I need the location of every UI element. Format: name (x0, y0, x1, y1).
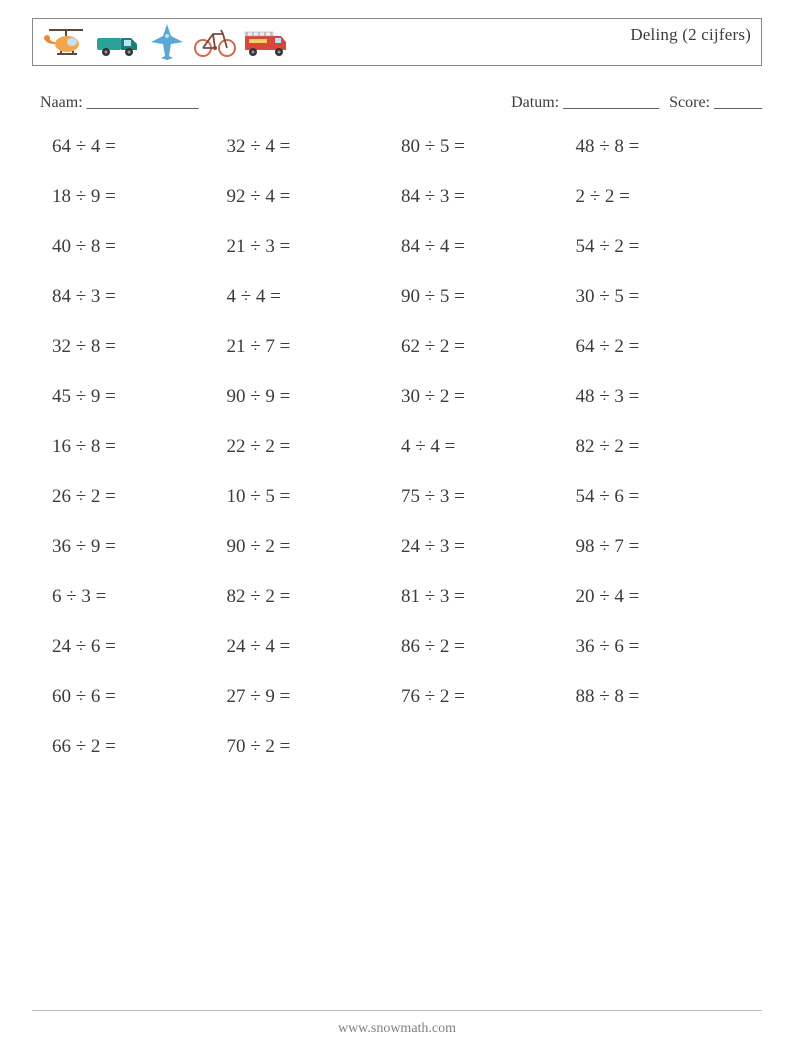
worksheet-title: Deling (2 cijfers) (630, 25, 751, 45)
bicycle-icon (193, 24, 237, 60)
problem: 54 ÷ 2 = (572, 236, 747, 258)
problem: 98 ÷ 7 = (572, 536, 747, 558)
problem: 84 ÷ 3 = (397, 186, 572, 208)
helicopter-icon (43, 24, 89, 60)
problem: 24 ÷ 4 = (223, 636, 398, 658)
problem: 36 ÷ 6 = (572, 636, 747, 658)
problem: 20 ÷ 4 = (572, 586, 747, 608)
problem: 27 ÷ 9 = (223, 686, 398, 708)
meta-row: Naam: ______________ Datum: ____________… (40, 94, 762, 112)
problem: 4 ÷ 4 = (223, 286, 398, 308)
problem: 45 ÷ 9 = (48, 386, 223, 408)
problem: 92 ÷ 4 = (223, 186, 398, 208)
footer-divider (32, 1010, 762, 1011)
name-field: Naam: ______________ (40, 94, 199, 112)
problem: 4 ÷ 4 = (397, 436, 572, 458)
fire-engine-icon (243, 24, 289, 60)
vehicle-icons (43, 23, 289, 61)
problem: 16 ÷ 8 = (48, 436, 223, 458)
problem: 32 ÷ 8 = (48, 336, 223, 358)
problem: 30 ÷ 5 = (572, 286, 747, 308)
problem: 30 ÷ 2 = (397, 386, 572, 408)
truck-icon (95, 24, 141, 60)
problem: 6 ÷ 3 = (48, 586, 223, 608)
problem: 36 ÷ 9 = (48, 536, 223, 558)
problem: 90 ÷ 9 = (223, 386, 398, 408)
problem: 90 ÷ 2 = (223, 536, 398, 558)
problem: 81 ÷ 3 = (397, 586, 572, 608)
problem: 10 ÷ 5 = (223, 486, 398, 508)
problems-grid: 64 ÷ 4 =32 ÷ 4 =80 ÷ 5 =48 ÷ 8 = 18 ÷ 9 =… (48, 136, 746, 758)
problem: 80 ÷ 5 = (397, 136, 572, 158)
problem: 86 ÷ 2 = (397, 636, 572, 658)
problem: 62 ÷ 2 = (397, 336, 572, 358)
problem: 76 ÷ 2 = (397, 686, 572, 708)
problem: 90 ÷ 5 = (397, 286, 572, 308)
problem: 66 ÷ 2 = (48, 736, 223, 758)
problem: 40 ÷ 8 = (48, 236, 223, 258)
problem: 21 ÷ 3 = (223, 236, 398, 258)
problem: 2 ÷ 2 = (572, 186, 747, 208)
airplane-icon (147, 22, 187, 62)
problem: 54 ÷ 6 = (572, 486, 747, 508)
problem: 88 ÷ 8 = (572, 686, 747, 708)
problem: 26 ÷ 2 = (48, 486, 223, 508)
problem: 75 ÷ 3 = (397, 486, 572, 508)
problem: 82 ÷ 2 = (223, 586, 398, 608)
date-field: Datum: ____________ (511, 94, 659, 112)
worksheet-page: Deling (2 cijfers) Naam: ______________ … (0, 0, 794, 1053)
problem: 70 ÷ 2 = (223, 736, 398, 758)
problem: 84 ÷ 3 = (48, 286, 223, 308)
problem: 24 ÷ 6 = (48, 636, 223, 658)
problem: 21 ÷ 7 = (223, 336, 398, 358)
problem: 64 ÷ 4 = (48, 136, 223, 158)
problem: 60 ÷ 6 = (48, 686, 223, 708)
problem: 48 ÷ 3 = (572, 386, 747, 408)
problem: 64 ÷ 2 = (572, 336, 747, 358)
problem: 32 ÷ 4 = (223, 136, 398, 158)
problem: 82 ÷ 2 = (572, 436, 747, 458)
problem: 48 ÷ 8 = (572, 136, 747, 158)
problem: 22 ÷ 2 = (223, 436, 398, 458)
problem: 24 ÷ 3 = (397, 536, 572, 558)
problem: 18 ÷ 9 = (48, 186, 223, 208)
header-box: Deling (2 cijfers) (32, 18, 762, 66)
footer-url: www.snowmath.com (0, 1021, 794, 1037)
score-field: Score: ______ (669, 94, 762, 112)
problem: 84 ÷ 4 = (397, 236, 572, 258)
